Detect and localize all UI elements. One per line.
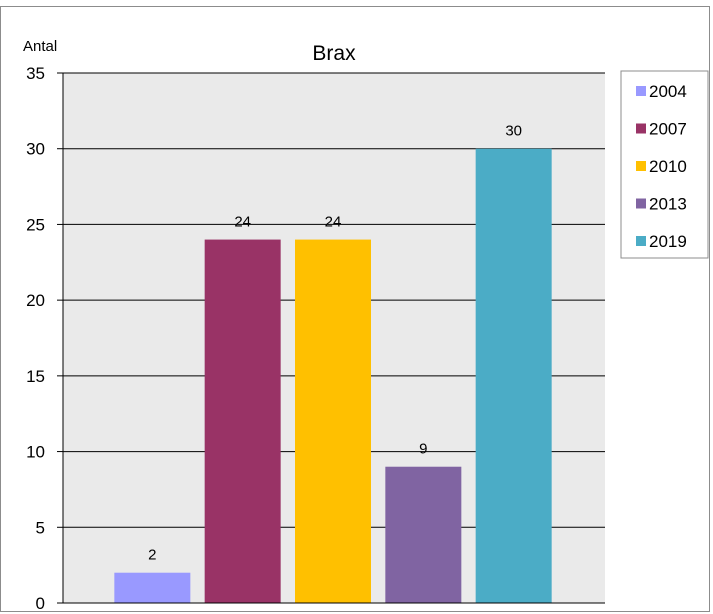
legend-box bbox=[620, 70, 709, 259]
data-label-2013: 9 bbox=[419, 441, 427, 458]
legend-label-2004: 2004 bbox=[649, 82, 687, 101]
y-tick-label: 5 bbox=[36, 518, 45, 537]
data-label-2019: 30 bbox=[505, 123, 522, 140]
legend: 2004 2007 2010 2013 2019 bbox=[620, 70, 709, 259]
bar-2004 bbox=[114, 572, 191, 603]
bars bbox=[114, 148, 552, 604]
bar-2007 bbox=[204, 239, 281, 604]
legend-label-2007: 2007 bbox=[649, 120, 687, 139]
y-tick-label: 15 bbox=[26, 367, 45, 386]
y-tick-label: 0 bbox=[36, 594, 45, 613]
y-axis-label: Antal bbox=[23, 38, 57, 55]
y-tick-label: 35 bbox=[26, 64, 45, 83]
legend-label-2019: 2019 bbox=[649, 232, 687, 251]
y-tick-label: 20 bbox=[26, 291, 45, 310]
legend-label-2010: 2010 bbox=[649, 157, 687, 176]
y-tick-label: 25 bbox=[26, 215, 45, 234]
legend-swatch-2019 bbox=[636, 236, 646, 246]
bar-2013 bbox=[385, 466, 462, 603]
chart-title: Brax bbox=[312, 42, 356, 65]
legend-label-2013: 2013 bbox=[649, 195, 687, 214]
legend-swatch-2004 bbox=[636, 86, 646, 96]
data-label-2007: 24 bbox=[234, 214, 251, 231]
y-axis-ticks: 0 5 10 15 20 25 30 35 bbox=[26, 64, 63, 613]
legend-swatch-2010 bbox=[636, 161, 646, 171]
legend-swatch-2007 bbox=[636, 123, 646, 134]
data-labels: 2 24 24 9 30 bbox=[148, 123, 522, 564]
bar-2010 bbox=[295, 239, 371, 604]
data-label-2010: 24 bbox=[325, 214, 342, 231]
data-label-2004: 2 bbox=[148, 547, 156, 564]
bar-2019 bbox=[475, 148, 552, 603]
legend-swatch-2013 bbox=[636, 198, 646, 209]
y-tick-label: 10 bbox=[26, 443, 45, 462]
y-tick-label: 30 bbox=[26, 140, 45, 159]
